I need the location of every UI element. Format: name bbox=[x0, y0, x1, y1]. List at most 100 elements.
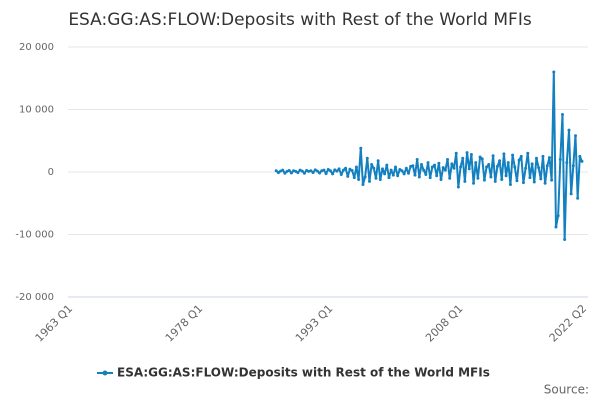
point bbox=[521, 181, 525, 185]
point bbox=[526, 151, 530, 155]
point bbox=[294, 169, 298, 173]
point bbox=[459, 165, 463, 169]
point bbox=[539, 177, 543, 181]
point bbox=[450, 162, 454, 166]
point bbox=[348, 167, 352, 171]
point bbox=[537, 166, 541, 170]
point bbox=[493, 179, 497, 183]
point bbox=[463, 179, 467, 183]
point bbox=[530, 162, 534, 166]
point bbox=[404, 166, 408, 170]
point bbox=[573, 134, 577, 138]
point bbox=[335, 169, 339, 173]
legend-marker bbox=[102, 370, 108, 376]
point bbox=[441, 166, 445, 170]
point bbox=[478, 155, 482, 159]
point bbox=[417, 175, 421, 179]
point bbox=[296, 171, 300, 175]
point bbox=[359, 146, 363, 150]
point bbox=[322, 168, 326, 172]
point bbox=[552, 70, 556, 74]
point bbox=[513, 165, 517, 169]
point bbox=[324, 172, 328, 176]
point bbox=[398, 168, 402, 171]
point bbox=[281, 168, 285, 172]
chart-title: ESA:GG:AS:FLOW:Deposits with Rest of the… bbox=[68, 10, 532, 30]
point bbox=[454, 151, 458, 155]
point bbox=[300, 169, 304, 173]
point bbox=[367, 179, 371, 183]
point bbox=[508, 183, 512, 186]
point bbox=[424, 173, 428, 176]
point bbox=[276, 171, 280, 175]
point bbox=[326, 168, 330, 171]
point bbox=[528, 176, 532, 180]
point bbox=[413, 173, 417, 177]
point bbox=[383, 172, 387, 176]
point bbox=[357, 178, 361, 181]
point bbox=[313, 168, 317, 172]
point bbox=[354, 165, 358, 169]
point bbox=[372, 166, 376, 170]
point bbox=[385, 163, 389, 167]
point bbox=[376, 159, 380, 163]
point bbox=[491, 154, 495, 158]
point bbox=[422, 168, 426, 172]
point bbox=[558, 158, 562, 161]
point bbox=[433, 163, 437, 167]
point bbox=[511, 153, 515, 157]
point bbox=[435, 174, 439, 178]
point bbox=[465, 151, 469, 155]
point bbox=[517, 158, 521, 162]
point bbox=[363, 175, 367, 179]
point bbox=[339, 173, 343, 176]
point bbox=[302, 171, 306, 175]
point bbox=[472, 181, 476, 185]
point bbox=[545, 164, 549, 168]
point bbox=[378, 178, 382, 181]
point bbox=[400, 169, 404, 173]
point bbox=[370, 163, 374, 166]
point bbox=[476, 176, 480, 180]
point bbox=[430, 165, 434, 169]
y-tick-label: 20 000 bbox=[19, 42, 54, 53]
point bbox=[571, 164, 575, 168]
point bbox=[443, 168, 447, 172]
point bbox=[328, 169, 332, 173]
point bbox=[480, 157, 484, 161]
point bbox=[502, 152, 506, 156]
point bbox=[446, 158, 450, 161]
point bbox=[346, 174, 350, 178]
x-tick-label: 1978 Q1 bbox=[163, 302, 206, 345]
point bbox=[482, 178, 486, 182]
point bbox=[565, 161, 569, 165]
point bbox=[393, 165, 397, 169]
point bbox=[576, 196, 580, 200]
point bbox=[532, 180, 536, 184]
point bbox=[578, 154, 582, 158]
point bbox=[541, 154, 545, 158]
point bbox=[411, 164, 415, 168]
point bbox=[318, 171, 322, 175]
point bbox=[580, 159, 584, 163]
point bbox=[406, 171, 410, 175]
point bbox=[487, 163, 491, 166]
point bbox=[474, 161, 478, 165]
point bbox=[569, 192, 573, 196]
y-tick-label: 10 000 bbox=[19, 105, 54, 116]
point bbox=[274, 169, 278, 173]
point bbox=[524, 166, 528, 170]
point bbox=[352, 176, 356, 180]
point bbox=[341, 168, 345, 172]
point bbox=[396, 174, 400, 178]
point bbox=[556, 214, 560, 218]
point bbox=[469, 153, 473, 156]
point bbox=[365, 156, 369, 160]
point bbox=[560, 113, 564, 116]
source: Source: bbox=[544, 383, 589, 397]
point bbox=[415, 158, 419, 161]
point bbox=[452, 166, 456, 170]
point bbox=[283, 171, 287, 175]
x-tick-label: 1993 Q1 bbox=[293, 302, 336, 345]
